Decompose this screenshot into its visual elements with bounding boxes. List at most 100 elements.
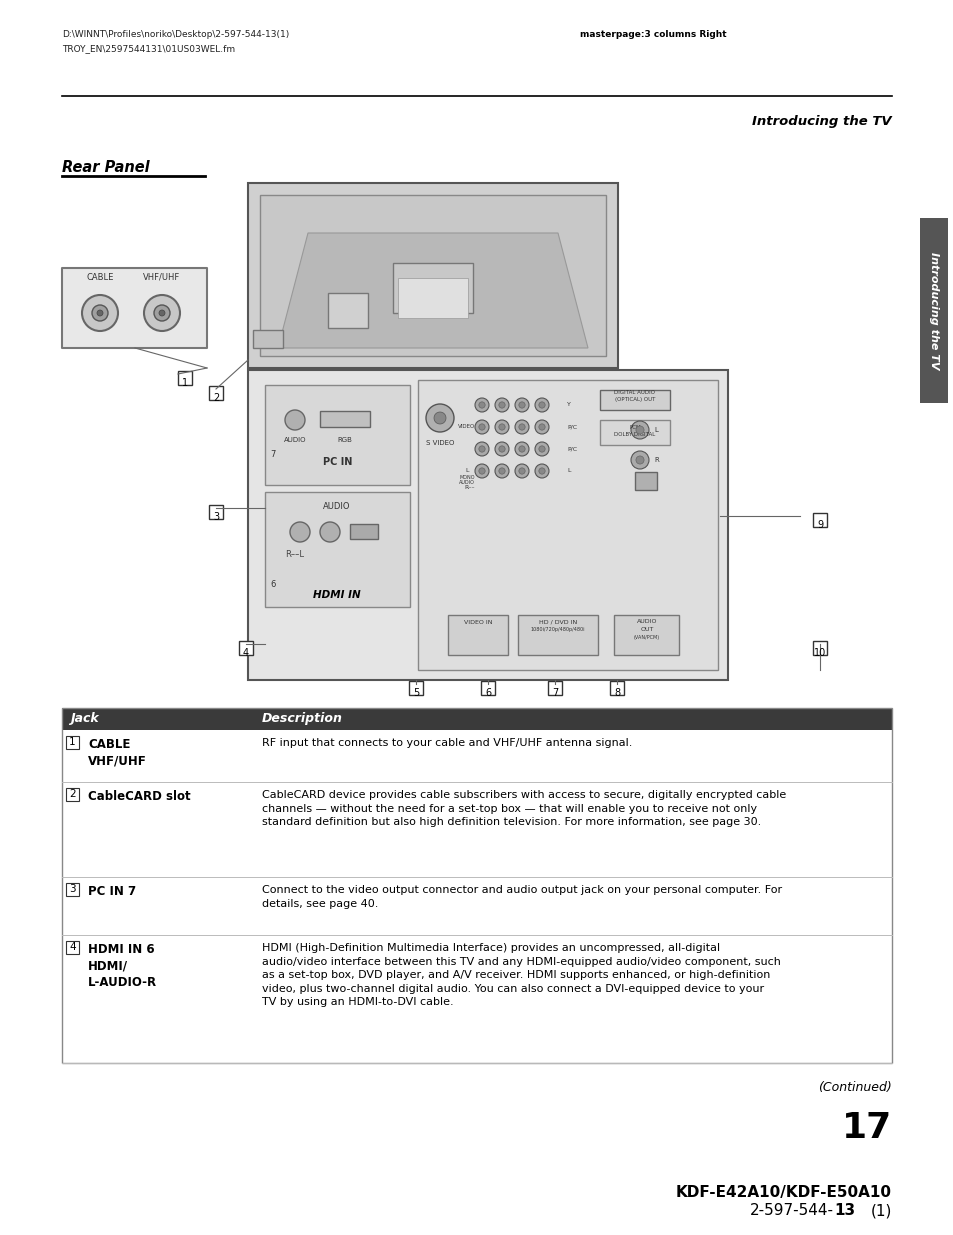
Text: 9: 9 xyxy=(816,520,822,530)
Circle shape xyxy=(91,305,108,321)
Text: MONO: MONO xyxy=(458,475,475,480)
Text: DIGITAL AUDIO: DIGITAL AUDIO xyxy=(614,390,655,395)
Text: 13: 13 xyxy=(833,1203,854,1218)
Circle shape xyxy=(475,398,489,412)
Circle shape xyxy=(518,424,524,430)
Text: CABLE: CABLE xyxy=(86,273,113,282)
Bar xyxy=(248,370,727,680)
Circle shape xyxy=(630,451,648,469)
Circle shape xyxy=(478,401,485,408)
Bar xyxy=(599,390,669,410)
Text: RF input that connects to your cable and VHF/UHF antenna signal.: RF input that connects to your cable and… xyxy=(262,739,632,748)
Circle shape xyxy=(97,310,103,316)
Circle shape xyxy=(82,295,118,331)
Bar xyxy=(66,788,79,800)
Circle shape xyxy=(495,442,509,456)
Circle shape xyxy=(285,410,305,430)
Text: 8: 8 xyxy=(614,688,619,698)
Text: RGB: RGB xyxy=(337,437,352,443)
Bar xyxy=(409,680,422,695)
Bar xyxy=(62,730,891,782)
Text: Jack: Jack xyxy=(70,713,99,725)
Circle shape xyxy=(426,404,454,432)
Text: Description: Description xyxy=(262,713,342,725)
Text: DOLBY DIGITAL: DOLBY DIGITAL xyxy=(614,432,655,437)
Bar xyxy=(62,708,891,730)
Circle shape xyxy=(475,464,489,478)
Circle shape xyxy=(478,468,485,474)
Bar xyxy=(812,641,826,655)
Text: 1080i/720p/480p/480i: 1080i/720p/480p/480i xyxy=(530,627,584,632)
Bar xyxy=(253,330,283,348)
Text: 2-597-544-: 2-597-544- xyxy=(749,1203,833,1218)
Circle shape xyxy=(495,398,509,412)
Text: L: L xyxy=(465,468,468,473)
Text: Y: Y xyxy=(566,403,570,408)
Bar xyxy=(62,782,891,877)
Text: AUDIO: AUDIO xyxy=(458,480,475,485)
Text: Connect to the video output connector and audio output jack on your personal com: Connect to the video output connector an… xyxy=(262,885,781,909)
Circle shape xyxy=(636,426,643,433)
Text: L: L xyxy=(654,427,658,433)
Text: PC IN 7: PC IN 7 xyxy=(88,885,136,898)
Text: S VIDEO: S VIDEO xyxy=(425,440,454,446)
Bar xyxy=(393,263,473,312)
Circle shape xyxy=(498,468,505,474)
Text: 5: 5 xyxy=(413,688,418,698)
Circle shape xyxy=(495,464,509,478)
Circle shape xyxy=(535,442,548,456)
Text: PC IN: PC IN xyxy=(323,457,353,467)
Text: Rear Panel: Rear Panel xyxy=(62,161,150,175)
Text: P/C: P/C xyxy=(566,447,577,452)
Text: HDMI IN 6
HDMI/
L-AUDIO-R: HDMI IN 6 HDMI/ L-AUDIO-R xyxy=(88,944,157,989)
Bar xyxy=(812,513,826,527)
Text: 10: 10 xyxy=(813,648,825,658)
Text: 3: 3 xyxy=(213,513,219,522)
Circle shape xyxy=(538,446,544,452)
Circle shape xyxy=(478,424,485,430)
Text: Introducing the TV: Introducing the TV xyxy=(928,252,938,369)
Circle shape xyxy=(475,420,489,433)
Text: VIDEO IN: VIDEO IN xyxy=(463,620,492,625)
Text: R––: R–– xyxy=(464,485,475,490)
Circle shape xyxy=(159,310,165,316)
Circle shape xyxy=(498,401,505,408)
Circle shape xyxy=(538,468,544,474)
Bar xyxy=(417,380,718,671)
Text: 7: 7 xyxy=(551,688,558,698)
Circle shape xyxy=(535,420,548,433)
Circle shape xyxy=(630,421,648,438)
Circle shape xyxy=(478,446,485,452)
Bar xyxy=(239,641,253,655)
Circle shape xyxy=(515,420,529,433)
Text: CableCARD device provides cable subscribers with access to secure, digitally enc: CableCARD device provides cable subscrib… xyxy=(262,790,785,827)
Text: KDF-E42A10/KDF-E50A10: KDF-E42A10/KDF-E50A10 xyxy=(676,1186,891,1200)
Text: 1: 1 xyxy=(182,378,188,388)
Text: 6: 6 xyxy=(270,580,275,589)
Text: R––L: R––L xyxy=(285,550,304,559)
Text: 4: 4 xyxy=(70,942,75,952)
Circle shape xyxy=(153,305,170,321)
Circle shape xyxy=(518,468,524,474)
Bar xyxy=(260,195,605,356)
Bar xyxy=(62,268,207,348)
Circle shape xyxy=(319,522,339,542)
Text: 17: 17 xyxy=(841,1112,891,1145)
Circle shape xyxy=(515,464,529,478)
Text: 6: 6 xyxy=(484,688,491,698)
Circle shape xyxy=(538,401,544,408)
Circle shape xyxy=(498,446,505,452)
Bar xyxy=(609,680,623,695)
Circle shape xyxy=(538,424,544,430)
Circle shape xyxy=(535,398,548,412)
Text: (1): (1) xyxy=(870,1203,891,1218)
Circle shape xyxy=(144,295,180,331)
Circle shape xyxy=(518,446,524,452)
Bar xyxy=(448,615,507,655)
Text: D:\WINNT\Profiles\noriko\Desktop\2-597-544-13(1): D:\WINNT\Profiles\noriko\Desktop\2-597-5… xyxy=(62,30,289,40)
Circle shape xyxy=(515,442,529,456)
Text: L: L xyxy=(566,468,570,473)
Text: AUDIO: AUDIO xyxy=(636,619,657,624)
Bar xyxy=(178,370,192,385)
Text: 2: 2 xyxy=(70,789,75,799)
